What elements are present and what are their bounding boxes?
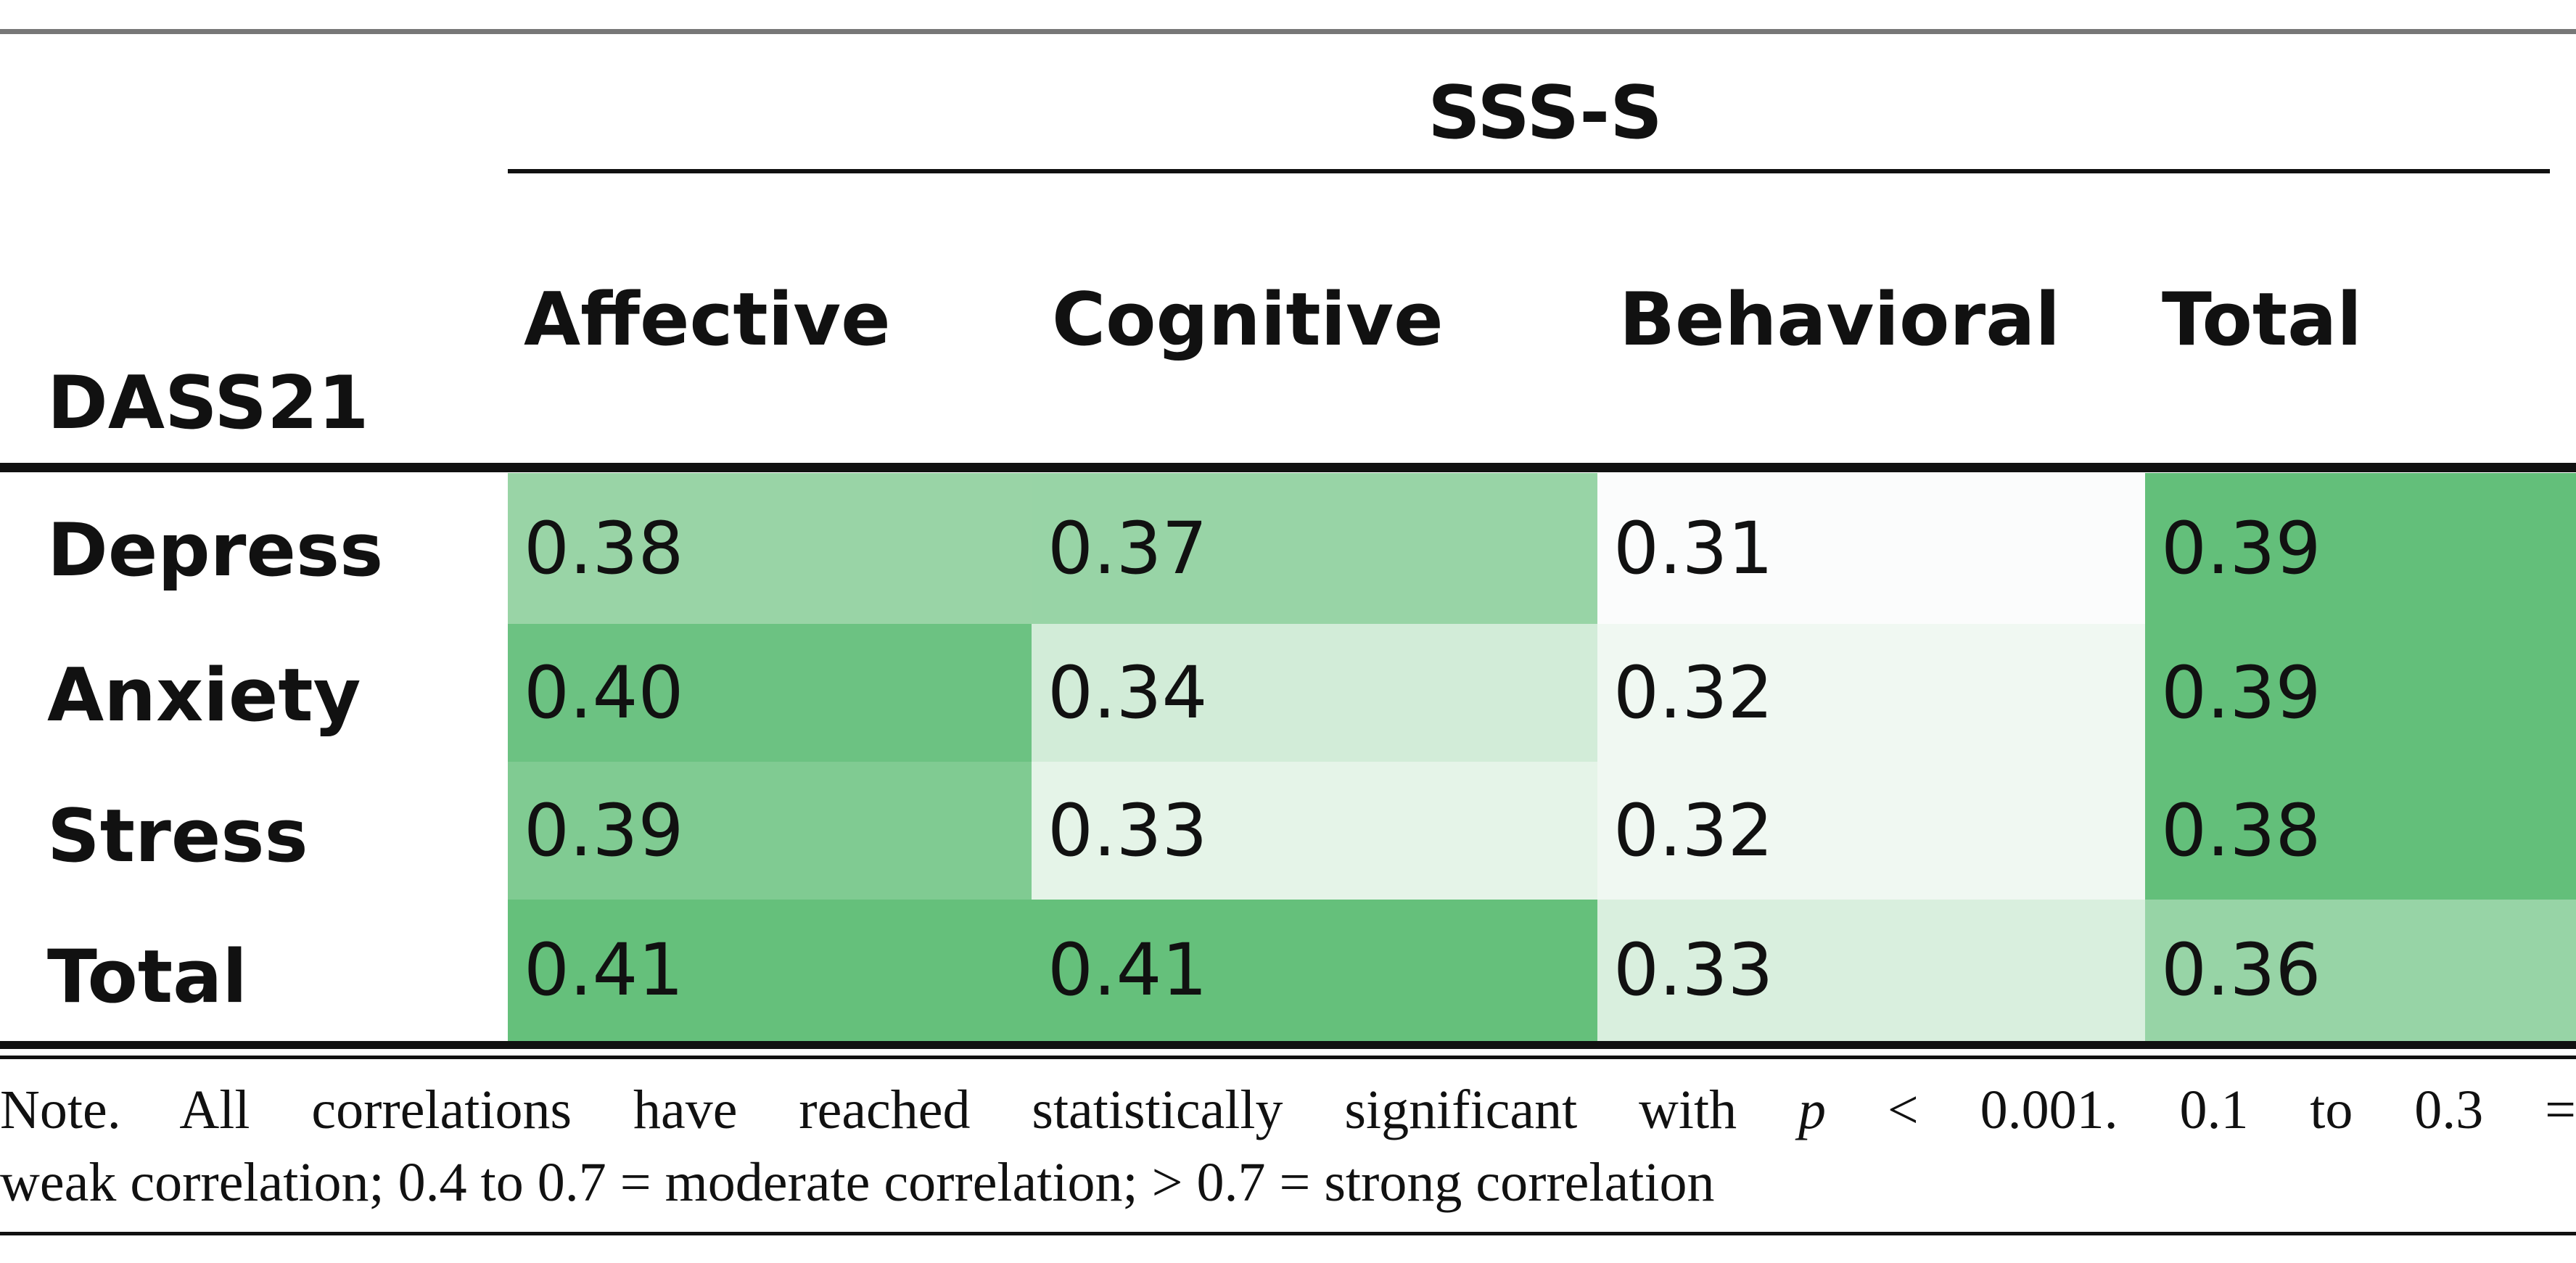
row-label-total: Total xyxy=(47,934,247,1019)
cell-depress-cognitive: 0.37 xyxy=(1032,473,1597,624)
cell-anxiety-affective: 0.40 xyxy=(508,624,1032,762)
cell-depress-total: 0.39 xyxy=(2145,473,2576,624)
cell-stress-cognitive: 0.33 xyxy=(1032,762,1597,900)
cell-stress-affective: 0.39 xyxy=(508,762,1032,900)
column-group-rule xyxy=(508,169,2550,173)
row-label-stress: Stress xyxy=(47,793,308,879)
cell-total-behavioral: 0.33 xyxy=(1597,900,2145,1041)
cell-depress-affective: 0.38 xyxy=(508,473,1032,624)
cell-anxiety-total: 0.39 xyxy=(2145,624,2576,762)
column-group-header: SSS-S xyxy=(1428,70,1663,155)
column-header-affective: Affective xyxy=(524,276,891,362)
note-line-2: weak correlation; 0.4 to 0.7 = moderate … xyxy=(0,1152,1715,1213)
final-rule xyxy=(0,1232,2576,1235)
note-text-after-p: < 0.001. 0.1 to 0.3 = xyxy=(1826,1079,2576,1140)
bottom-rule-thin xyxy=(0,1056,2576,1059)
table-note: Note. All correlations have reached stat… xyxy=(0,1074,2576,1219)
row-label-depress: Depress xyxy=(47,507,384,593)
cell-total-total: 0.36 xyxy=(2145,900,2576,1041)
cell-total-cognitive: 0.41 xyxy=(1032,900,1597,1041)
p-symbol: p xyxy=(1798,1079,1827,1140)
top-border xyxy=(0,29,2576,34)
cell-total-affective: 0.41 xyxy=(508,900,1032,1041)
header-rule xyxy=(0,463,2576,472)
cell-anxiety-cognitive: 0.34 xyxy=(1032,624,1597,762)
bottom-rule-thick xyxy=(0,1041,2576,1049)
row-header-title: DASS21 xyxy=(47,360,369,445)
cell-anxiety-behavioral: 0.32 xyxy=(1597,624,2145,762)
column-header-behavioral: Behavioral xyxy=(1619,276,2060,362)
column-header-total: Total xyxy=(2162,276,2362,362)
cell-stress-behavioral: 0.32 xyxy=(1597,762,2145,900)
column-header-cognitive: Cognitive xyxy=(1052,276,1444,362)
note-line-1: Note. All correlations have reached stat… xyxy=(0,1074,2576,1146)
cell-depress-behavioral: 0.31 xyxy=(1597,473,2145,624)
row-label-anxiety: Anxiety xyxy=(47,652,361,738)
cell-stress-total: 0.38 xyxy=(2145,762,2576,900)
note-text-before-p: Note. All correlations have reached stat… xyxy=(0,1079,1799,1140)
